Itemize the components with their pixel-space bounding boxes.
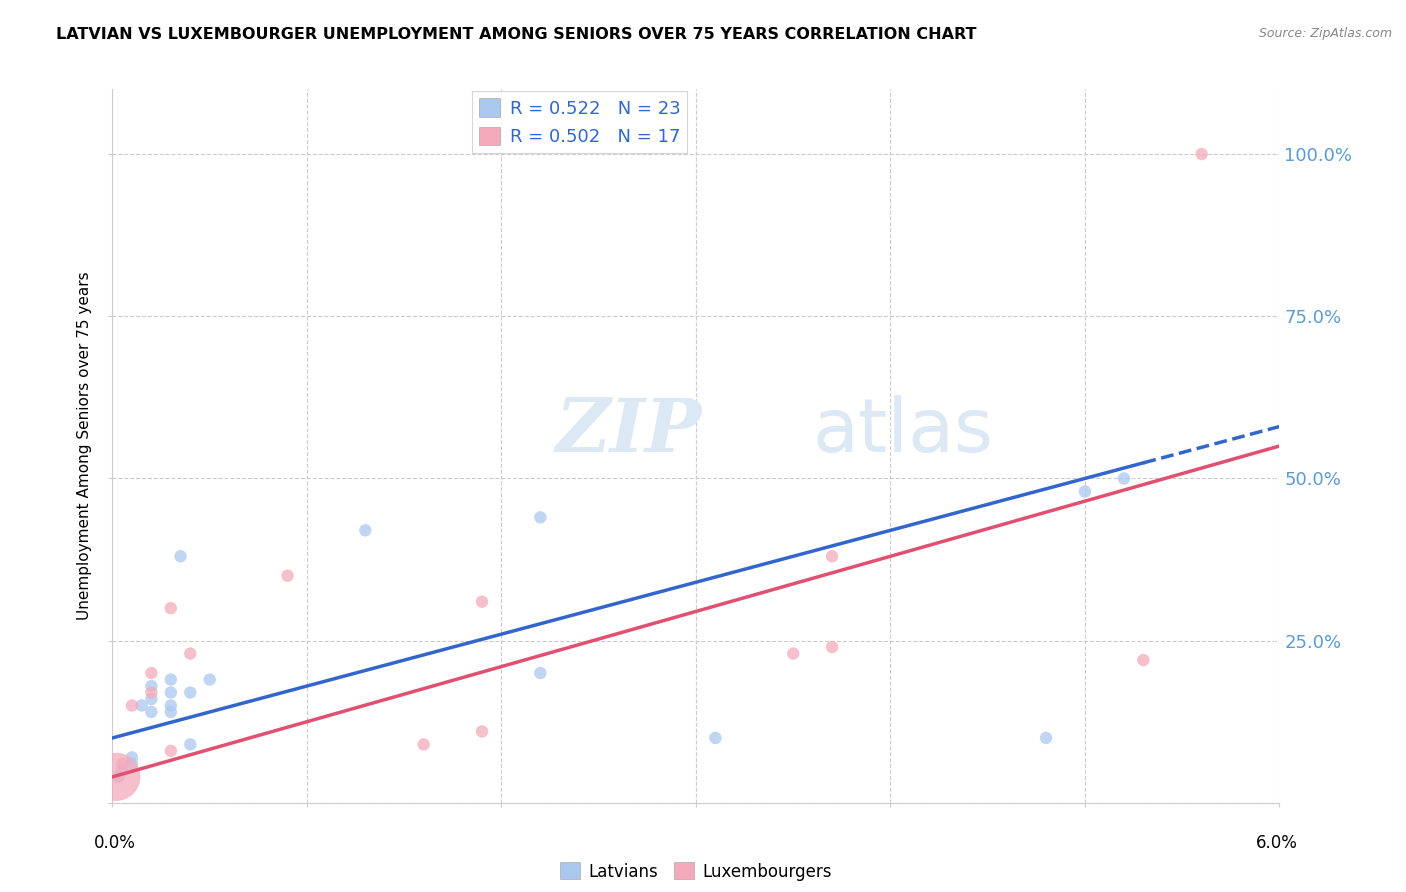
Point <box>141 705 163 719</box>
Point <box>107 770 129 784</box>
Point <box>111 756 134 771</box>
Point <box>1074 484 1097 499</box>
Point <box>412 738 434 752</box>
Point <box>160 601 183 615</box>
Point <box>141 666 163 681</box>
Point <box>529 510 551 524</box>
Point <box>141 679 163 693</box>
Point <box>704 731 727 745</box>
Point <box>179 685 201 699</box>
Point <box>471 724 494 739</box>
Point <box>160 698 183 713</box>
Point <box>141 692 163 706</box>
Point <box>354 524 377 538</box>
Point <box>198 673 221 687</box>
Text: 0.0%: 0.0% <box>94 834 136 852</box>
Point <box>821 640 844 654</box>
Point <box>276 568 298 582</box>
Point <box>179 738 201 752</box>
Point <box>529 666 551 681</box>
Point <box>141 685 163 699</box>
Point <box>131 698 153 713</box>
Text: ZIP: ZIP <box>555 395 702 468</box>
Point <box>179 647 201 661</box>
Text: 6.0%: 6.0% <box>1256 834 1298 852</box>
Point <box>160 744 183 758</box>
Point <box>121 750 143 764</box>
Point <box>169 549 191 564</box>
Point <box>471 595 494 609</box>
Point <box>1112 471 1135 485</box>
Point <box>782 647 804 661</box>
Point <box>121 698 143 713</box>
Point <box>160 673 183 687</box>
Point <box>160 705 183 719</box>
Point <box>105 770 128 784</box>
Legend: R = 0.522   N = 23, R = 0.502   N = 17: R = 0.522 N = 23, R = 0.502 N = 17 <box>471 91 688 153</box>
Point <box>1132 653 1154 667</box>
Point <box>821 549 844 564</box>
Text: Source: ZipAtlas.com: Source: ZipAtlas.com <box>1258 27 1392 40</box>
Point <box>1035 731 1057 745</box>
Point <box>160 685 183 699</box>
Text: atlas: atlas <box>813 395 994 468</box>
Point <box>111 764 134 778</box>
Point <box>121 756 143 771</box>
Y-axis label: Unemployment Among Seniors over 75 years: Unemployment Among Seniors over 75 years <box>77 272 93 620</box>
Text: LATVIAN VS LUXEMBOURGER UNEMPLOYMENT AMONG SENIORS OVER 75 YEARS CORRELATION CHA: LATVIAN VS LUXEMBOURGER UNEMPLOYMENT AMO… <box>56 27 977 42</box>
Point <box>1191 147 1213 161</box>
